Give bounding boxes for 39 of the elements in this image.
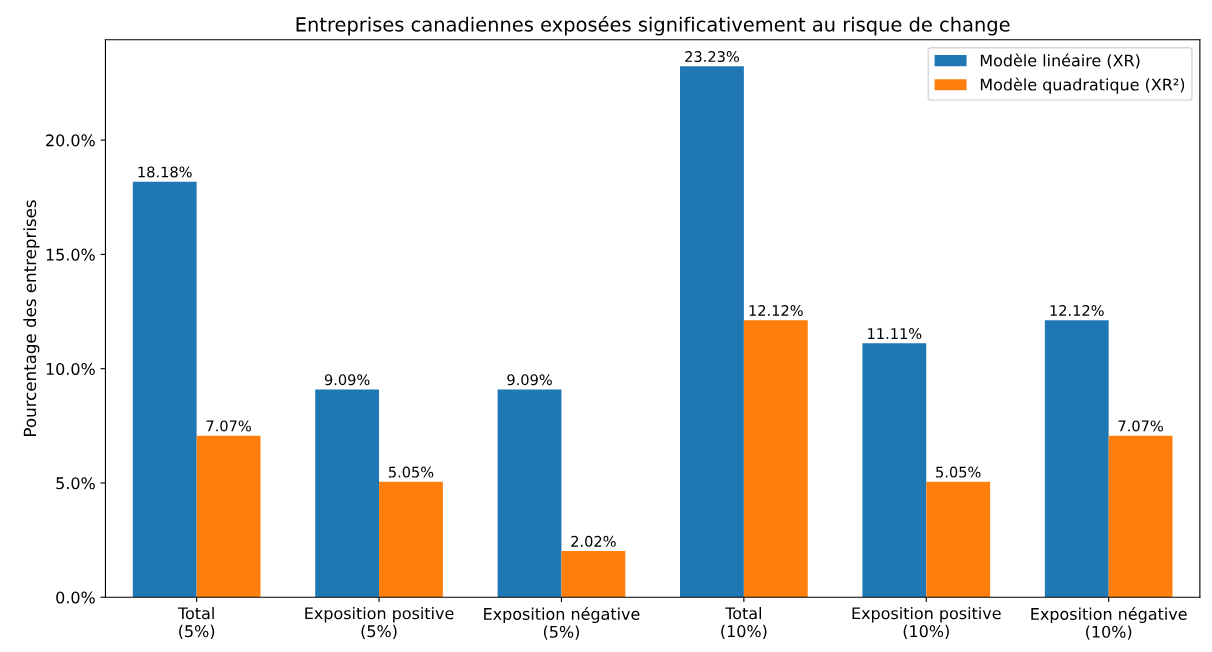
bar: [680, 66, 744, 598]
data-label: 11.11%: [868, 328, 922, 340]
bar: [497, 389, 562, 598]
data-label: 9.09%: [507, 374, 552, 386]
chart-title: Entreprises canadiennes exposées significativement au risque de change: [296, 15, 1010, 36]
y-axis-title: Pourcentage des entreprises: [23, 200, 40, 436]
bar: [132, 181, 197, 598]
y-tick-label: 10.0%: [46, 362, 95, 375]
legend-label: Modèle quadratique (XR²): [980, 77, 1185, 94]
bar: [743, 320, 808, 598]
data-label: 12.12%: [749, 304, 803, 316]
bar: [561, 551, 626, 598]
x-tick-label: Exposition positive (10%): [852, 606, 1001, 640]
bar: [1044, 320, 1109, 598]
data-label: 23.23%: [685, 51, 739, 63]
data-label: 5.05%: [936, 466, 981, 478]
bar: [926, 481, 991, 598]
y-tick-label: 15.0%: [46, 248, 95, 261]
data-label: 18.18%: [138, 166, 192, 178]
y-tick-label: 0.0%: [56, 591, 95, 604]
data-label: 7.07%: [206, 420, 251, 432]
bar: [315, 389, 380, 598]
x-tick-label: Exposition négative (10%): [1031, 606, 1187, 640]
data-label: 7.07%: [1118, 420, 1163, 432]
bar: [1108, 435, 1173, 598]
data-label: 9.09%: [324, 374, 370, 386]
bar: [862, 343, 927, 598]
data-label: 12.12%: [1050, 304, 1104, 316]
x-tick-label: Total (10%): [721, 606, 767, 640]
bar: [196, 435, 261, 598]
data-label: 5.05%: [388, 466, 434, 478]
y-tick-label: 5.0%: [56, 477, 95, 490]
legend-label: Modèle linéaire (XR): [980, 53, 1140, 69]
x-tick-label: Total (5%): [177, 606, 215, 640]
x-tick-label: Exposition positive (5%): [305, 606, 454, 640]
data-label: 2.02%: [571, 535, 616, 547]
bar: [379, 481, 443, 598]
y-tick-label: 20.0%: [46, 134, 95, 147]
x-tick-label: Exposition négative (5%): [484, 606, 640, 640]
